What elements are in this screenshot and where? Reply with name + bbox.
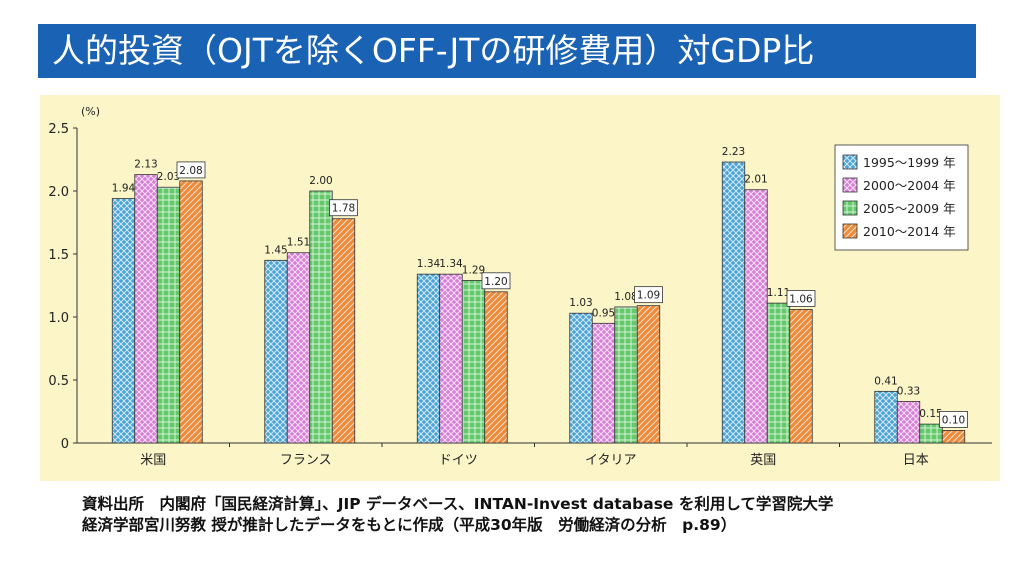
category-label: 日本: [903, 453, 929, 468]
data-label: 1.78: [332, 203, 355, 215]
data-label: 0.10: [942, 414, 965, 426]
bar: [789, 309, 813, 444]
data-label: 1.09: [637, 290, 660, 302]
legend-label: 2005～2009 年: [863, 201, 956, 216]
data-label: 2.00: [309, 175, 332, 187]
y-axis-unit: (%): [81, 105, 100, 118]
y-tick-label: 2.0: [48, 185, 69, 200]
data-label-box: [329, 199, 358, 217]
bar: [896, 401, 921, 444]
chart-panel: 0 0.5 1.0 1.5 2.0 2.5 (%) 米国 1.94 2.13 2.03 2.08 フラン…: [40, 95, 1000, 481]
bar: [179, 180, 203, 444]
legend-swatch: [842, 177, 858, 193]
legend-swatch: [842, 154, 858, 170]
bar: [156, 186, 181, 444]
bar: [439, 273, 463, 444]
data-label: 2.08: [179, 165, 202, 177]
data-label: 1.06: [789, 293, 813, 305]
bar: [309, 190, 333, 444]
category-label: イタリア: [585, 453, 636, 468]
legend-swatch: [842, 223, 858, 239]
bar: [874, 390, 898, 444]
data-label: 0.15: [919, 408, 942, 420]
bar: [484, 291, 508, 444]
data-label: 2.01: [744, 174, 767, 186]
bar-chart: 0 0.5 1.0 1.5 2.0 2.5 (%) 米国 1.94 2.132.032.08 フラン…: [48, 105, 992, 468]
bar: [331, 218, 356, 444]
data-label: 1.20: [484, 276, 507, 288]
y-tick-label: 2.5: [48, 122, 69, 137]
data-label: 0.95: [592, 307, 615, 319]
data-label: 1.34: [417, 258, 441, 270]
data-label: 1.03: [569, 297, 592, 309]
data-label: 1.34: [439, 258, 463, 270]
bar: [591, 322, 616, 444]
bar: [264, 259, 288, 444]
bar: [569, 312, 593, 444]
data-label: 2.03: [157, 171, 180, 183]
data-label: 0.41: [874, 375, 897, 387]
y-tick-label: 0: [61, 437, 69, 452]
bar: [744, 189, 768, 444]
bar: [721, 161, 746, 444]
data-label: 1.45: [264, 244, 287, 256]
source-line-1: 資料出所 内閣府「国民経済計算」、JIP データベース、INTAN-Invest…: [82, 495, 834, 513]
data-label: 1.11: [767, 287, 790, 299]
legend-swatch: [842, 200, 858, 216]
data-label: 2.23: [722, 146, 745, 158]
y-tick-label: 1.0: [48, 311, 69, 326]
data-label: 2.13: [134, 159, 157, 171]
legend-label: 2010～2014 年: [863, 224, 956, 239]
y-tick-label: 1.5: [48, 248, 69, 263]
bar: [416, 273, 441, 444]
legend-label: 1995～1999 年: [863, 155, 956, 170]
data-label-box: [176, 161, 206, 179]
data-label: 0.33: [897, 385, 920, 397]
category-label: 英国: [750, 453, 776, 468]
bar: [461, 280, 486, 444]
legend-label: 2000～2004 年: [863, 178, 956, 193]
bar: [286, 252, 311, 444]
data-label-box: [939, 410, 968, 428]
source-line-2: 経済学部宮川努教 授が推計したデータをもとに作成（平成30年版 労働経済の分析 …: [82, 516, 737, 534]
data-label-box: [786, 290, 816, 307]
data-label: 1.08: [614, 291, 637, 303]
bar: [941, 429, 966, 444]
page-title: 人的投資（OJTを除くOFF-JTの研修費用）対GDP比: [38, 24, 976, 78]
bar: [614, 306, 638, 444]
bar: [636, 305, 661, 444]
data-label: 1.94: [112, 183, 136, 195]
bar: [134, 174, 158, 444]
bar: [111, 198, 136, 444]
category-label: フランス: [280, 453, 332, 468]
data-label: 1.51: [287, 237, 310, 249]
category-label: 米国: [140, 453, 166, 468]
source-note: 資料出所 内閣府「国民経済計算」、JIP データベース、INTAN-Invest…: [82, 494, 1002, 536]
data-label: 1.29: [462, 264, 485, 276]
bar: [766, 302, 791, 444]
data-label-box: [634, 286, 663, 304]
category-label: ドイツ: [439, 453, 478, 468]
data-label-box: [481, 272, 511, 290]
y-tick-label: 0.5: [48, 374, 69, 389]
bar: [919, 423, 943, 444]
